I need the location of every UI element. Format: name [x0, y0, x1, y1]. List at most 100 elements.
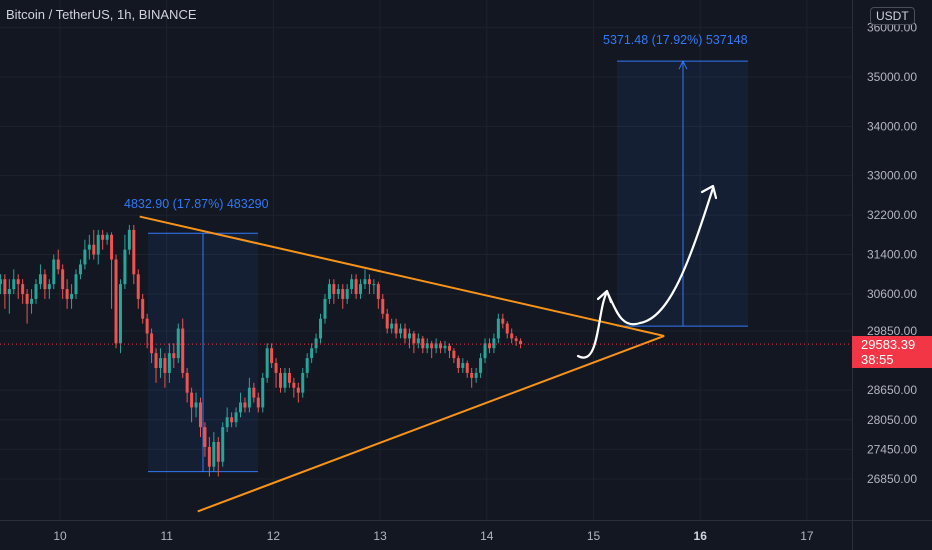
candle	[38, 264, 42, 290]
candle	[510, 328, 514, 344]
candle	[221, 422, 225, 467]
candle-body	[212, 441, 216, 467]
candle	[34, 279, 38, 304]
triangle-lower-line	[197, 334, 665, 513]
candle-body	[123, 249, 127, 285]
time-axis-label: 10	[53, 529, 67, 543]
candle-body	[43, 274, 47, 290]
candle	[167, 343, 171, 383]
measure-label-left: 4832.90 (17.87%) 483290	[124, 197, 269, 211]
candle-body	[145, 318, 149, 334]
candle	[305, 353, 309, 378]
candle	[127, 224, 131, 255]
candle	[479, 353, 483, 378]
candle	[198, 397, 202, 438]
candle-body	[270, 348, 274, 364]
candle-body	[474, 372, 478, 378]
candle-body	[65, 289, 69, 299]
candle-body	[465, 363, 469, 373]
candle	[439, 340, 443, 354]
candle-body	[421, 338, 425, 349]
candle	[341, 284, 345, 309]
price-axis-label: 34000.00	[867, 119, 917, 133]
candle-body	[301, 372, 305, 393]
candle-body	[243, 402, 247, 408]
candle	[434, 338, 438, 354]
candle-body	[158, 358, 162, 368]
candle-body	[336, 289, 340, 295]
candle-body	[483, 343, 487, 359]
candle-body	[203, 427, 207, 447]
candle-body	[141, 298, 145, 319]
candle-body	[96, 234, 100, 255]
candle	[323, 294, 327, 324]
candle-body	[256, 397, 260, 408]
candle-body	[359, 284, 363, 295]
candle-body	[190, 392, 194, 408]
candle	[207, 437, 211, 477]
candle-body	[470, 372, 474, 378]
candle	[447, 343, 451, 359]
candle	[301, 367, 305, 398]
candle-body	[332, 284, 336, 295]
candle-body	[514, 338, 518, 341]
price-axis-label: 33000.00	[867, 169, 917, 183]
candle	[110, 232, 114, 309]
currency-badge[interactable]: USDT	[870, 7, 915, 25]
candle	[452, 348, 456, 364]
candle	[501, 313, 505, 329]
candle	[394, 318, 398, 339]
candle	[7, 279, 11, 314]
candle-body	[461, 363, 465, 368]
candle-body	[163, 358, 167, 373]
candle-body	[239, 402, 243, 413]
candle-body	[114, 259, 118, 344]
time-axis-label: 17	[800, 529, 814, 543]
candle-body	[287, 372, 291, 383]
candle	[279, 367, 283, 393]
candle	[158, 348, 162, 378]
candle	[492, 333, 496, 354]
candle-body	[341, 289, 345, 299]
candle-body	[127, 229, 131, 250]
candle-body	[479, 358, 483, 373]
candle	[176, 323, 180, 364]
candle-body	[181, 328, 185, 373]
candle-body	[452, 350, 456, 359]
candle	[327, 279, 331, 304]
price-axis-label: 30600.00	[867, 287, 917, 301]
candle	[96, 229, 100, 265]
candle	[30, 289, 34, 314]
candle	[519, 338, 523, 349]
candle-body	[363, 279, 367, 285]
candle	[230, 412, 234, 428]
candle	[163, 353, 167, 388]
candle	[145, 313, 149, 349]
candle	[345, 284, 349, 304]
candle-body	[319, 318, 323, 339]
candle-body	[487, 343, 491, 349]
price-axis-label: 32200.00	[867, 208, 917, 222]
chart-title: Bitcoin / TetherUS, 1h, BINANCE	[6, 7, 197, 22]
candle-body	[261, 377, 265, 408]
price-axis-label: 28050.00	[867, 413, 917, 427]
candle-body	[12, 279, 16, 290]
candle-body	[247, 387, 251, 408]
candle-body	[234, 412, 238, 423]
candle-body	[425, 343, 429, 349]
candle	[296, 382, 300, 403]
measure-arrowhead-1	[678, 60, 688, 70]
bar-countdown: 38:55	[861, 352, 894, 367]
candle-body	[345, 289, 349, 299]
candle	[239, 392, 243, 418]
candle	[0, 274, 2, 295]
candle-body	[403, 328, 407, 339]
candle-body	[38, 274, 42, 285]
candle	[354, 274, 358, 299]
last-price: 29583.39	[861, 337, 916, 352]
candle	[70, 284, 74, 309]
candle-body	[305, 358, 309, 373]
price-axis-label: 35000.00	[867, 70, 917, 84]
candle	[430, 340, 434, 359]
